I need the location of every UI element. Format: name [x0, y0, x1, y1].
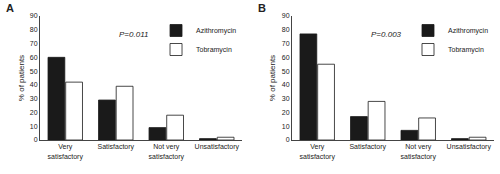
- svg-text:Verysatisfactory: Verysatisfactory: [48, 143, 84, 160]
- svg-text:P=0.003: P=0.003: [371, 30, 402, 39]
- svg-text:10: 10: [30, 123, 38, 130]
- svg-text:% of patients: % of patients: [268, 55, 277, 101]
- svg-text:P=0.011: P=0.011: [119, 30, 148, 39]
- svg-text:10: 10: [282, 123, 290, 130]
- svg-text:Verysatisfactory: Verysatisfactory: [300, 143, 336, 160]
- svg-text:60: 60: [30, 54, 38, 61]
- svg-text:Not verysatisfactory: Not verysatisfactory: [401, 143, 437, 160]
- svg-text:Not verysatisfactory: Not verysatisfactory: [149, 143, 185, 160]
- svg-text:Satisfactory: Satisfactory: [97, 143, 134, 151]
- svg-text:20: 20: [30, 109, 38, 116]
- svg-text:70: 70: [282, 40, 290, 47]
- svg-text:90: 90: [30, 12, 38, 19]
- svg-text:0: 0: [34, 136, 38, 143]
- svg-text:50: 50: [30, 68, 38, 75]
- svg-text:50: 50: [282, 68, 290, 75]
- svg-text:40: 40: [30, 81, 38, 88]
- svg-text:Azithromycin: Azithromycin: [448, 27, 488, 35]
- svg-text:Tobramycin: Tobramycin: [196, 46, 232, 54]
- svg-text:Satisfactory: Satisfactory: [349, 143, 386, 151]
- svg-text:80: 80: [282, 26, 290, 33]
- svg-text:40: 40: [282, 81, 290, 88]
- svg-text:Tobramycin: Tobramycin: [448, 46, 484, 54]
- svg-text:30: 30: [282, 95, 290, 102]
- svg-text:B: B: [258, 2, 266, 14]
- svg-text:30: 30: [30, 95, 38, 102]
- svg-text:70: 70: [30, 40, 38, 47]
- svg-text:80: 80: [30, 26, 38, 33]
- svg-text:% of patients: % of patients: [17, 55, 26, 101]
- svg-text:Unsatisfactory: Unsatisfactory: [195, 143, 240, 151]
- svg-text:Unsatisfactory: Unsatisfactory: [447, 143, 492, 151]
- svg-text:20: 20: [282, 109, 290, 116]
- svg-text:0: 0: [286, 136, 290, 143]
- svg-text:60: 60: [282, 54, 290, 61]
- svg-text:Azithromycin: Azithromycin: [196, 27, 236, 35]
- svg-text:90: 90: [282, 12, 290, 19]
- svg-text:A: A: [6, 2, 14, 14]
